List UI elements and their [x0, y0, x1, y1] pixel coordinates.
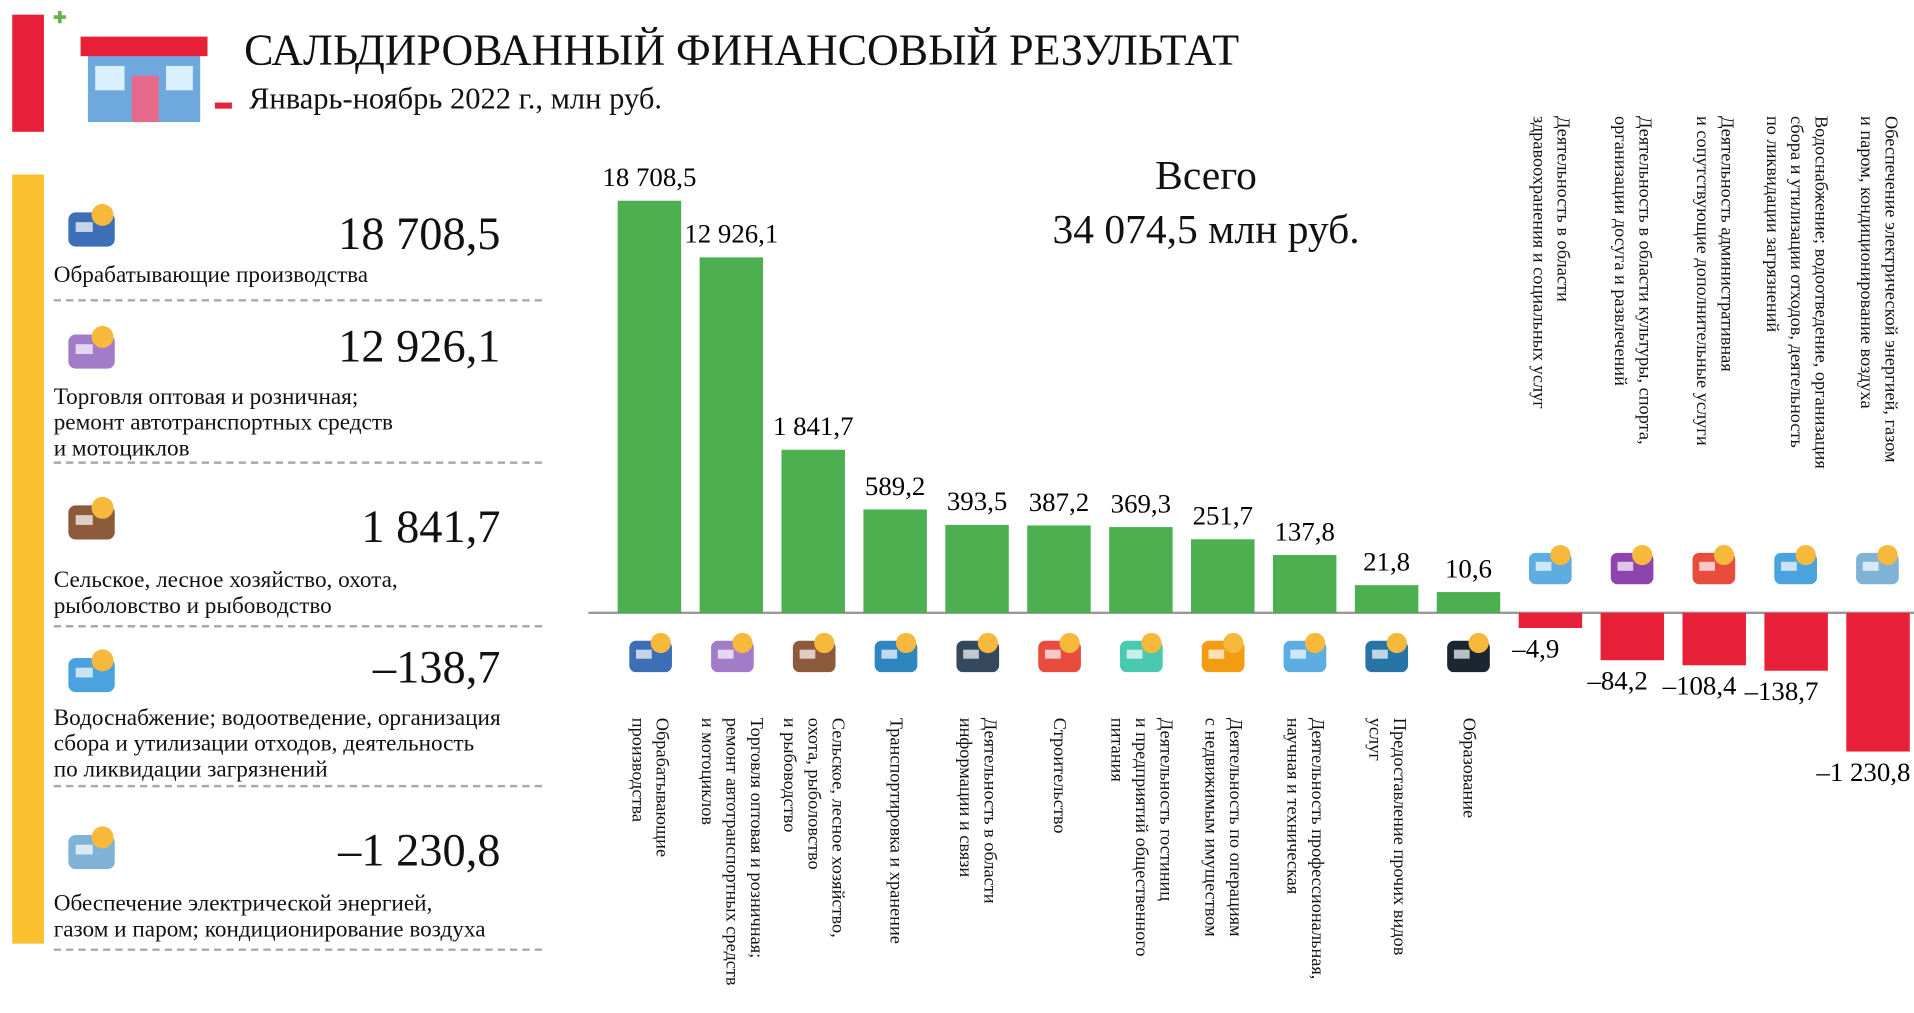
value-label: 251,7 — [1193, 501, 1253, 531]
bar — [699, 257, 764, 613]
category-label: Деятельность профессиональная, научная и… — [1282, 717, 1327, 980]
value-label: 18 708,5 — [602, 162, 696, 192]
bar — [617, 200, 682, 613]
plus-icon — [53, 10, 66, 24]
category-label: Деятельность гостиниц и предприятий обще… — [1106, 717, 1176, 957]
category-label: Строительство — [1049, 717, 1069, 834]
panel-name: Торговля оптовая и розничная; ремонт авт… — [53, 384, 393, 462]
panel-name: Водоснабжение; водоотведение, организаци… — [53, 705, 501, 783]
dash-accent — [214, 102, 232, 109]
value-label: –4,9 — [1511, 633, 1559, 663]
bar — [863, 509, 927, 613]
value-label: 12 926,1 — [684, 219, 778, 249]
bar — [945, 524, 1009, 613]
panel-divider — [53, 461, 542, 464]
value-label: –84,2 — [1586, 666, 1647, 696]
category-label: Предоставление прочих видов услуг — [1364, 717, 1409, 956]
category-label: Деятельность в области здравоохранения и… — [1528, 115, 1573, 409]
bar — [1354, 585, 1419, 613]
value-label: –1 230,8 — [1815, 757, 1910, 787]
value-label: 137,8 — [1274, 516, 1334, 546]
bar — [1764, 612, 1828, 671]
category-label: Обрабатывающие производства — [627, 717, 672, 858]
panel-value: 1 841,7 — [361, 501, 501, 553]
panel-value: –1 230,8 — [338, 825, 501, 877]
category-label: Обеспечение электрической энергией, газо… — [1856, 115, 1901, 463]
value-label: –138,7 — [1744, 676, 1819, 706]
bar — [1600, 612, 1665, 661]
value-label: –108,4 — [1662, 671, 1737, 701]
bar — [1436, 592, 1501, 613]
panel-divider — [53, 299, 542, 302]
summary-total: 34 074,5 млн руб. — [1052, 207, 1360, 253]
value-label: 589,2 — [865, 471, 925, 501]
category-label: Торговля оптовая и розничная; ремонт авт… — [697, 717, 766, 986]
panel-value: 12 926,1 — [338, 321, 501, 373]
subtitle: Январь-ноябрь 2022 г., млн руб. — [249, 83, 662, 116]
value-label: 1 841,7 — [773, 411, 854, 441]
value-label: 387,2 — [1029, 487, 1089, 517]
panel-name: Обеспечение электрической энергией, газо… — [53, 891, 486, 943]
category-label: Водоснабжение; водоотведение, организаци… — [1761, 115, 1831, 469]
category-label: Транспортировка и хранение — [885, 717, 905, 944]
panel-value: 18 708,5 — [338, 208, 501, 261]
summary-label: Всего — [1155, 153, 1257, 199]
category-label: Образование — [1458, 717, 1479, 819]
bar — [1191, 539, 1255, 613]
value-label: 21,8 — [1363, 547, 1410, 577]
title: САЛЬДИРОВАННЫЙ ФИНАНСОВЫЙ РЕЗУЛЬТАТ — [244, 25, 1240, 75]
bars: 18 708,5 12 926,1 1 841,7 589,2 393,5 387,2 36… — [602, 162, 1910, 787]
value-label: 10,6 — [1445, 553, 1492, 583]
bar — [1682, 612, 1746, 666]
category-label: Деятельность административная и сопутств… — [1692, 115, 1737, 446]
panel-value: –138,7 — [372, 642, 501, 694]
category-label: Деятельность по операциям с недвижимым и… — [1200, 717, 1245, 937]
bar — [1846, 612, 1910, 752]
bar — [1518, 612, 1583, 629]
category-label: Деятельность в области информации и связ… — [955, 717, 1000, 904]
bar — [1272, 555, 1337, 613]
panel-name: Обрабатывающие производства — [53, 262, 369, 289]
panel-divider — [53, 784, 542, 788]
bar — [781, 449, 845, 613]
value-label: 369,3 — [1111, 488, 1171, 518]
panel-divider — [53, 948, 542, 951]
header-accent — [12, 14, 44, 132]
bar — [1027, 525, 1091, 613]
panel-stripe — [12, 174, 44, 944]
panel-divider — [53, 624, 542, 628]
value-label: 393,5 — [947, 486, 1007, 516]
bar — [1109, 527, 1173, 613]
category-label: Деятельность в области культуры, спорта,… — [1610, 115, 1655, 445]
shop-icon — [80, 36, 208, 123]
category-label: Сельское, лесное хозяйство, охота, рыбол… — [779, 717, 848, 938]
panel-name: Сельское, лесное хозяйство, охота, рыбол… — [53, 567, 398, 619]
